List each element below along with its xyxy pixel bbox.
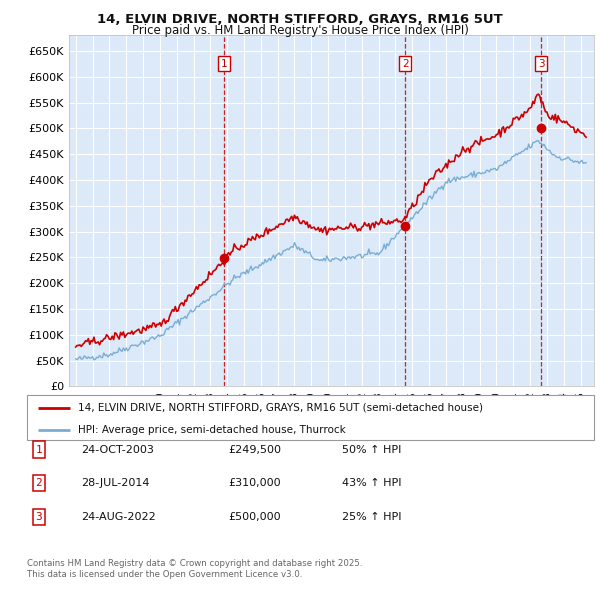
Text: 25% ↑ HPI: 25% ↑ HPI [342,512,401,522]
Text: 14, ELVIN DRIVE, NORTH STIFFORD, GRAYS, RM16 5UT: 14, ELVIN DRIVE, NORTH STIFFORD, GRAYS, … [97,13,503,26]
Text: 24-OCT-2003: 24-OCT-2003 [81,445,154,454]
Text: 2: 2 [35,478,43,488]
Text: 2: 2 [402,59,409,69]
Text: 1: 1 [221,59,227,69]
Text: 28-JUL-2014: 28-JUL-2014 [81,478,149,488]
Text: 1: 1 [35,445,43,454]
FancyBboxPatch shape [27,395,594,440]
Text: 3: 3 [35,512,43,522]
Text: Contains HM Land Registry data © Crown copyright and database right 2025.
This d: Contains HM Land Registry data © Crown c… [27,559,362,579]
Text: 43% ↑ HPI: 43% ↑ HPI [342,478,401,488]
Text: £249,500: £249,500 [228,445,281,454]
Text: HPI: Average price, semi-detached house, Thurrock: HPI: Average price, semi-detached house,… [78,425,346,435]
Text: £500,000: £500,000 [228,512,281,522]
Text: Price paid vs. HM Land Registry's House Price Index (HPI): Price paid vs. HM Land Registry's House … [131,24,469,37]
Text: 50% ↑ HPI: 50% ↑ HPI [342,445,401,454]
Text: 14, ELVIN DRIVE, NORTH STIFFORD, GRAYS, RM16 5UT (semi-detached house): 14, ELVIN DRIVE, NORTH STIFFORD, GRAYS, … [78,403,483,412]
Text: 3: 3 [538,59,544,69]
Text: £310,000: £310,000 [228,478,281,488]
Text: 24-AUG-2022: 24-AUG-2022 [81,512,156,522]
